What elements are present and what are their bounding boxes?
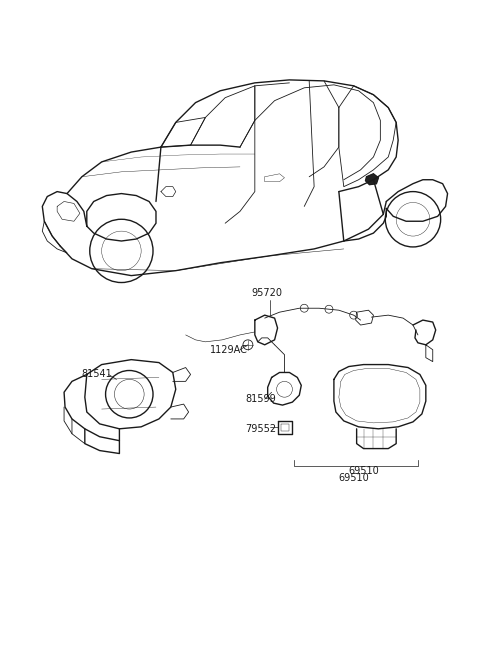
Polygon shape (366, 174, 378, 185)
Text: 95720: 95720 (252, 288, 283, 299)
Text: 81599: 81599 (245, 394, 276, 404)
Text: 1129AC: 1129AC (210, 345, 248, 355)
Text: 69510: 69510 (338, 473, 369, 483)
Text: 79552: 79552 (245, 424, 276, 434)
Text: 69510: 69510 (349, 466, 380, 476)
Text: 81541: 81541 (82, 369, 113, 379)
